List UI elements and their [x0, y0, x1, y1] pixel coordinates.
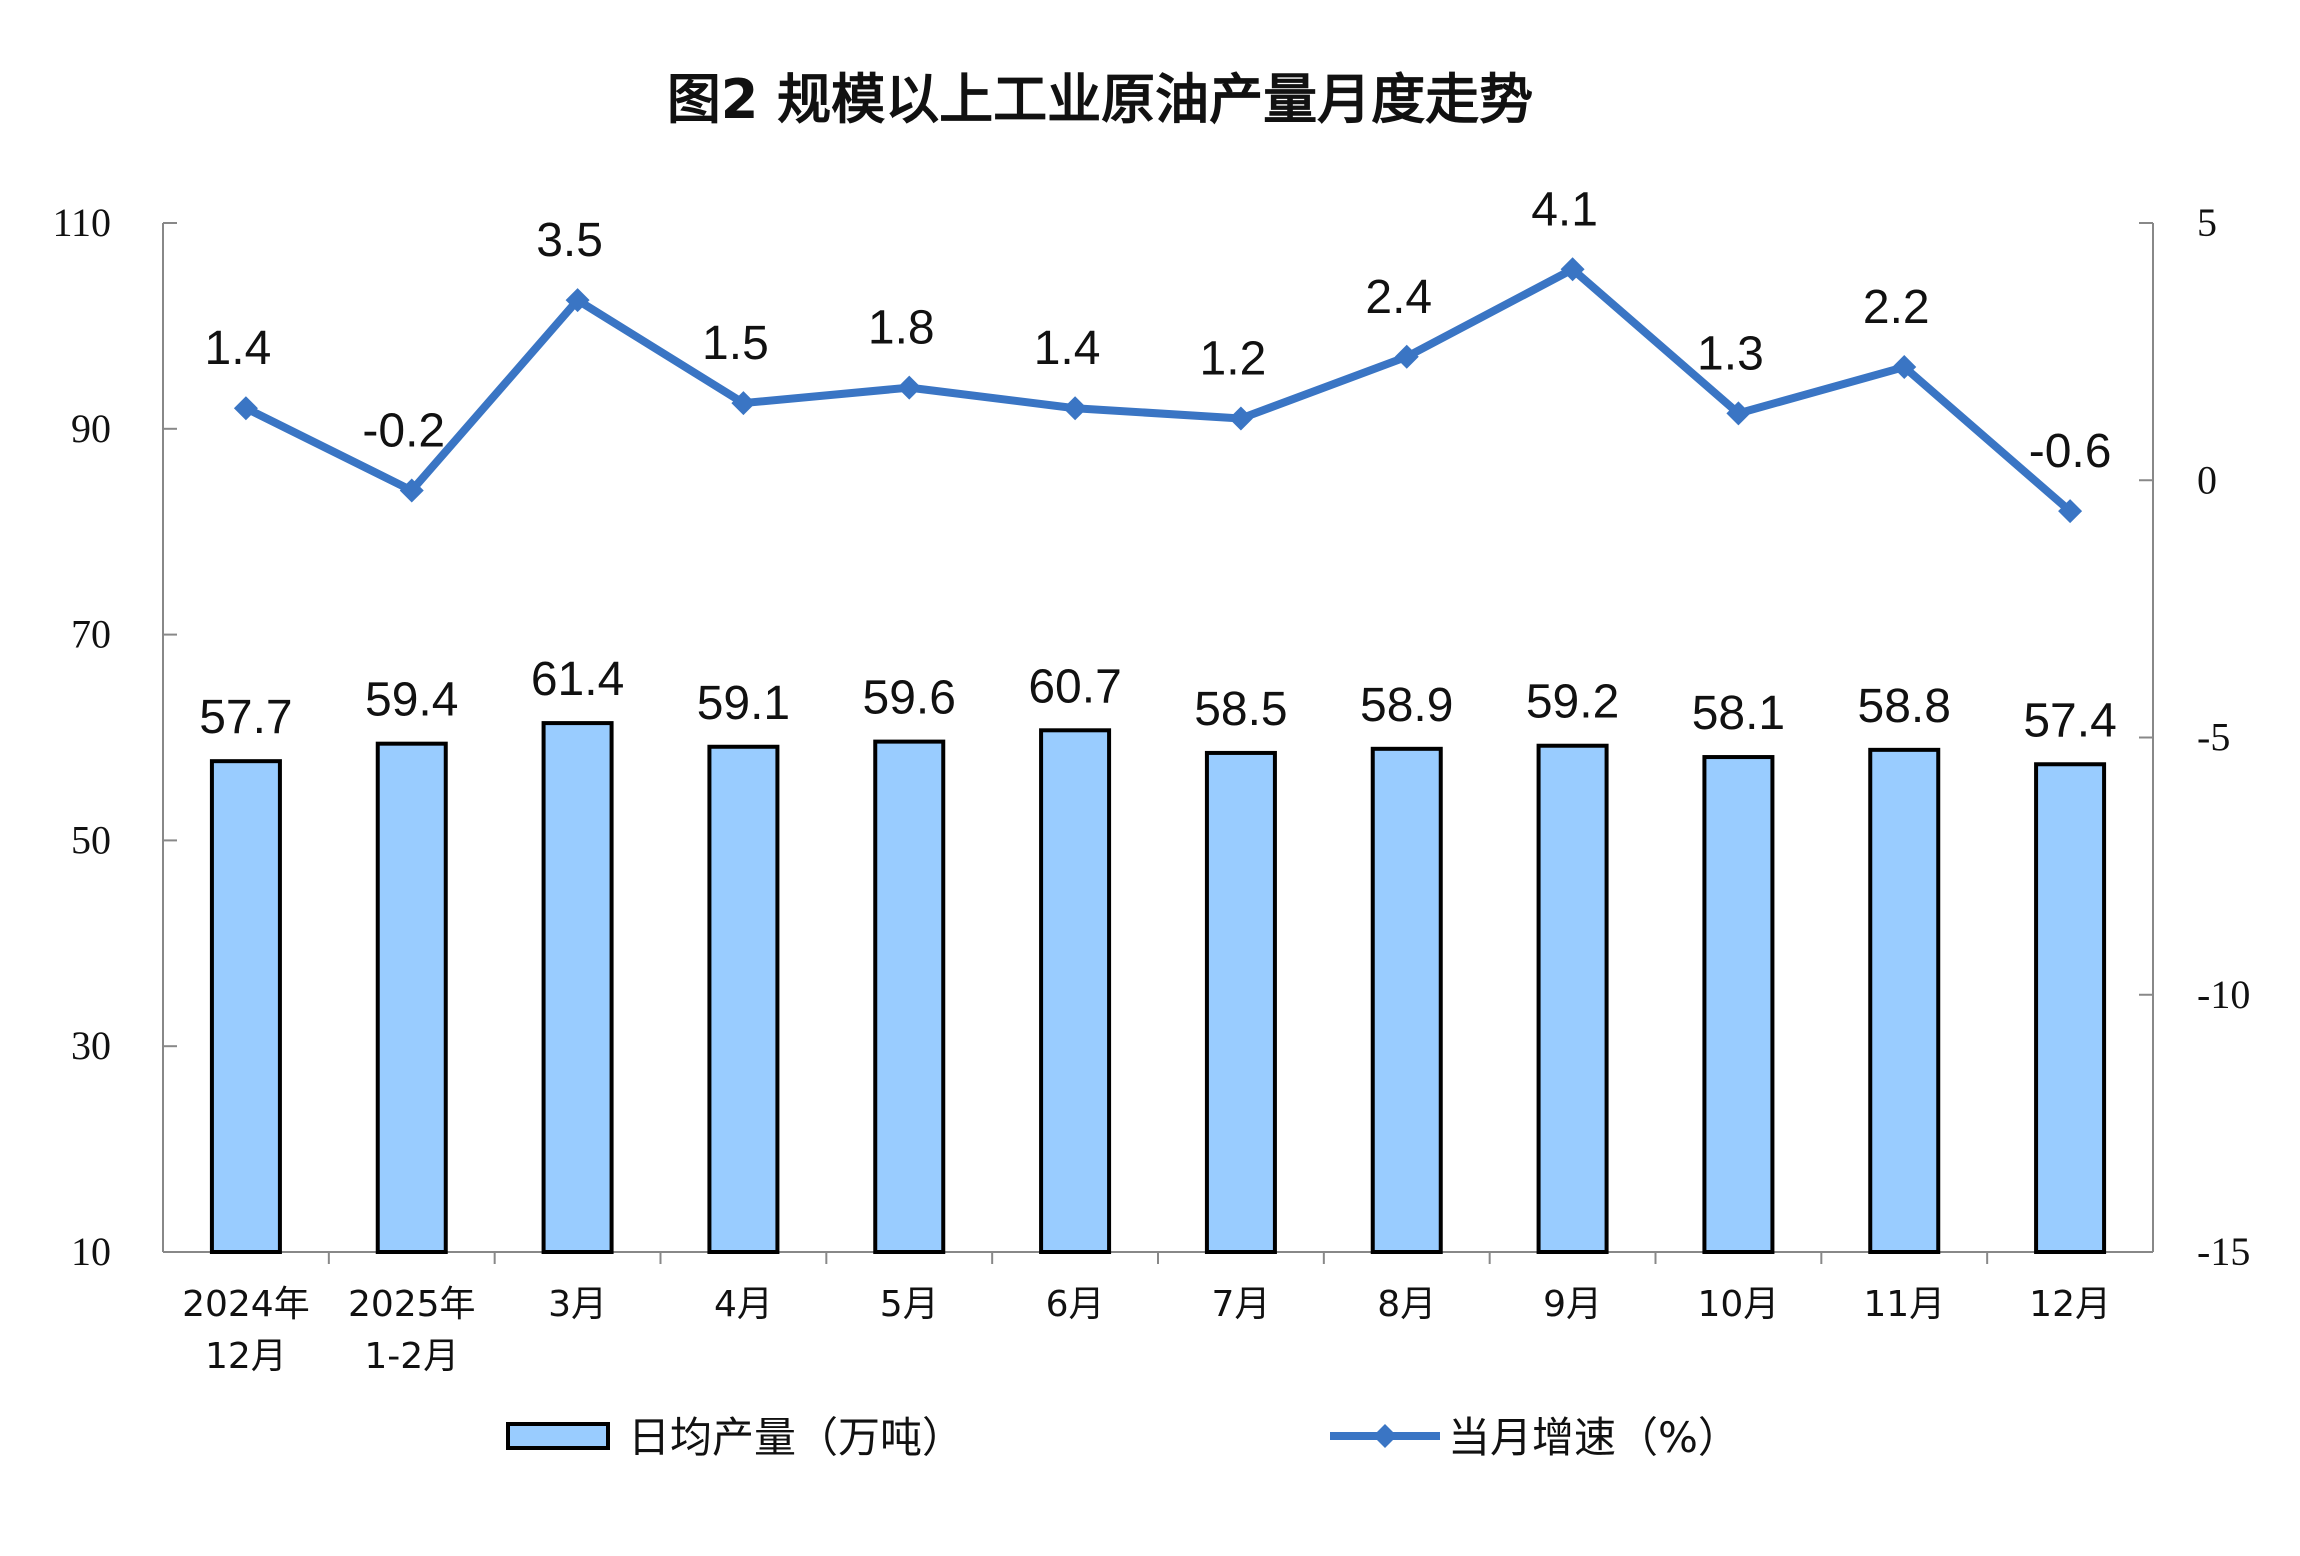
line-data-label: -0.2 — [362, 405, 445, 458]
right-tick-label: -15 — [2197, 1229, 2250, 1274]
legend-line-label: 当月增速（%） — [1448, 1413, 1740, 1462]
bar — [707, 744, 780, 1254]
line-point — [1892, 355, 1917, 380]
bar — [1039, 728, 1112, 1254]
bar-series: 57.7 59.4 61.4 59.1 59.6 60.7 58.5 58.9 59.2 58.1… — [199, 653, 2117, 1255]
left-tick-label: 110 — [52, 200, 111, 245]
bar — [1536, 743, 1609, 1254]
line-data-label: 1.4 — [205, 322, 272, 375]
right-tick-label: 5 — [2197, 200, 2217, 245]
bar-data-label: 59.1 — [697, 677, 790, 730]
bar — [2034, 762, 2107, 1255]
chart-title: 图2 规模以上工业原油产量月度走势 — [667, 68, 1533, 131]
bar-data-label: 59.4 — [365, 674, 458, 727]
x-tick-label: 5月 — [880, 1284, 939, 1325]
bar — [375, 741, 448, 1254]
legend-bar-swatch — [506, 1422, 610, 1450]
line-data-label: 2.4 — [1365, 271, 1432, 324]
right-tick-label: -5 — [2197, 715, 2230, 760]
line-point — [2058, 499, 2083, 524]
x-tick-label: 2024年 — [182, 1284, 310, 1325]
left-tick-label: 10 — [71, 1229, 111, 1274]
left-tick-label: 50 — [71, 817, 111, 862]
left-tick-label: 90 — [71, 406, 111, 451]
line-point — [1228, 406, 1253, 431]
line-point — [233, 396, 258, 421]
line-data-label: 1.3 — [1697, 327, 1764, 380]
bar — [1370, 746, 1443, 1254]
bar-data-label: 59.2 — [1526, 676, 1619, 729]
line-series: 1.4 -0.2 3.5 1.5 1.8 1.4 1.2 2.4 4.1 1.3 2.2 -0.6 — [205, 183, 2112, 524]
line-data-label: 4.1 — [1531, 183, 1598, 236]
right-tick-label: 0 — [2197, 457, 2217, 502]
x-tick-label: 8月 — [1377, 1284, 1436, 1325]
line-data-label: 1.8 — [868, 302, 935, 355]
x-tick-label: 2025年 — [348, 1284, 476, 1325]
left-tick-label: 30 — [71, 1023, 111, 1068]
bar — [1868, 747, 1941, 1255]
line-point — [1394, 344, 1419, 369]
x-tick-label: 10月 — [1698, 1284, 1780, 1325]
left-tick-label: 70 — [71, 612, 111, 657]
x-tick-label: 3月 — [548, 1284, 607, 1325]
legend-diamond-icon — [1373, 1424, 1397, 1448]
x-tick-label: 9月 — [1543, 1284, 1602, 1325]
line-point — [731, 391, 756, 416]
line-point — [399, 478, 424, 503]
line-data-label: 1.4 — [1034, 322, 1101, 375]
growth-line — [244, 265, 2073, 515]
bar-data-label: 58.9 — [1360, 679, 1453, 732]
legend: 日均产量（万吨） 当月增速（%） — [506, 1413, 1740, 1462]
bar — [873, 739, 946, 1255]
x-tick-label: 7月 — [1211, 1284, 1270, 1325]
bar — [1702, 755, 1775, 1255]
line-point — [1063, 396, 1088, 421]
right-tick-label: -10 — [2197, 972, 2250, 1017]
line-data-label: -0.6 — [2029, 425, 2112, 478]
line-point — [565, 288, 590, 313]
legend-bar-label: 日均产量（万吨） — [628, 1413, 964, 1462]
bar-data-label: 60.7 — [1028, 660, 1121, 713]
bar-data-label: 57.7 — [199, 691, 292, 744]
bar-data-label: 58.8 — [1858, 680, 1951, 733]
x-tick-label: 4月 — [714, 1284, 773, 1325]
x-tick-label: 6月 — [1046, 1284, 1105, 1325]
line-point — [1560, 257, 1585, 282]
line-data-label: 2.2 — [1863, 281, 1930, 334]
line-data-label: 1.2 — [1200, 333, 1267, 386]
bar-data-label: 57.4 — [2023, 694, 2116, 747]
line-data-label: 3.5 — [536, 214, 603, 267]
axes: 10 30 50 70 90 110 -15 -10 -5 0 5 2024年 12月 2025年 1-2月… — [52, 200, 2250, 1377]
bar-data-label: 58.1 — [1692, 687, 1785, 740]
bar-data-label: 58.5 — [1194, 683, 1287, 736]
x-tick-label: 12月 — [2029, 1284, 2111, 1325]
line-point — [1726, 401, 1751, 426]
bar — [209, 759, 282, 1254]
bar-data-label: 61.4 — [531, 653, 624, 706]
x-tick-label: 11月 — [1863, 1284, 1945, 1325]
bar-data-label: 59.6 — [863, 672, 956, 725]
line-point — [897, 375, 922, 400]
line-data-label: 1.5 — [702, 317, 769, 370]
x-tick-label: 1-2月 — [364, 1336, 459, 1377]
x-tick-label: 12月 — [205, 1336, 287, 1377]
bar — [541, 721, 614, 1254]
bar — [1204, 750, 1277, 1254]
